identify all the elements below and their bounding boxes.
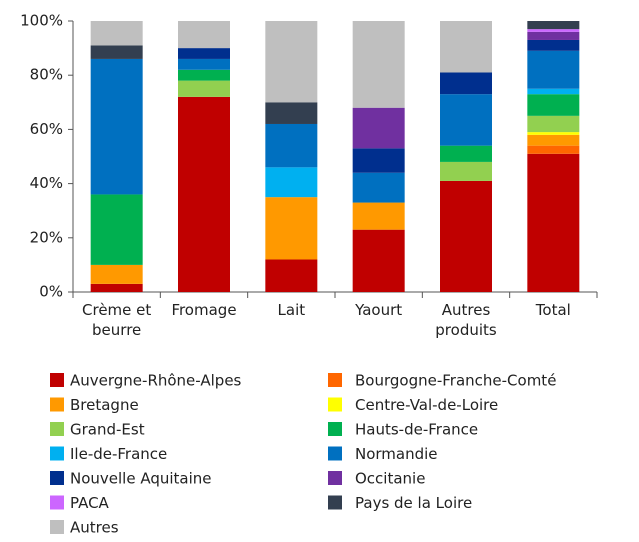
legend-swatch: [328, 373, 342, 387]
legend-label: Pays de la Loire: [355, 494, 472, 512]
bar-segment: [178, 48, 230, 59]
x-tick-label-box: Crème et beurre: [82, 301, 152, 339]
x-tick-label-box: Yaourt: [355, 301, 403, 319]
bar-segment: [527, 31, 580, 40]
bar-segment: [352, 21, 405, 108]
bar-segment: [265, 167, 318, 198]
bar-segment: [265, 197, 318, 260]
bar-segment: [178, 96, 230, 292]
bar-segment: [178, 58, 230, 70]
y-tick-label: 40%: [30, 174, 63, 192]
x-tick-label: Autres produits: [435, 301, 497, 339]
legend-label: Centre-Val-de-Loire: [355, 396, 498, 414]
bar-segment: [527, 134, 580, 146]
x-tick-label: Total: [535, 301, 571, 319]
bar-segment: [527, 153, 580, 292]
bar-segment: [527, 115, 580, 133]
bar-segment: [352, 107, 405, 149]
bar-segment: [352, 202, 405, 230]
y-tick-label: 0%: [39, 283, 63, 301]
x-tick-label: Crème et beurre: [82, 301, 152, 339]
bar-segment: [527, 21, 580, 30]
bar-segment: [527, 88, 580, 95]
bar-segment: [440, 180, 492, 292]
bar-segment: [527, 50, 580, 89]
bar-segment: [352, 172, 405, 203]
legend-swatch: [328, 422, 342, 436]
y-tick-label: 60%: [30, 120, 63, 138]
legend-label: PACA: [70, 494, 110, 512]
y-tick-label: 80%: [30, 66, 63, 84]
legend-swatch: [328, 446, 342, 461]
x-tick-label-box: Lait: [277, 301, 306, 319]
bar-segment: [265, 259, 318, 292]
legend-swatch: [328, 397, 342, 412]
bar-segment: [265, 21, 318, 103]
bar-segment: [90, 21, 143, 46]
x-tick-label: Yaourt: [355, 301, 403, 319]
bar-segment: [178, 21, 230, 49]
legend-swatch: [50, 422, 64, 436]
legend-label: Occitanie: [355, 470, 425, 488]
legend-label: Bourgogne-Franche-Comté: [355, 372, 556, 390]
bar-segment: [90, 264, 143, 284]
bar-segment: [178, 69, 230, 81]
bar-segment: [440, 21, 492, 73]
legend-label: Grand-Est: [70, 421, 145, 439]
bar-segment: [90, 194, 143, 265]
legend-swatch: [50, 471, 64, 485]
legend-label: Normandie: [355, 445, 438, 463]
y-tick-label: 20%: [30, 228, 63, 246]
bar-segment: [527, 145, 580, 154]
bar-segment: [527, 39, 580, 51]
x-tick-label-box: Total: [535, 301, 571, 319]
legend-label: Autres: [70, 519, 119, 537]
y-tick-label: 100%: [20, 12, 63, 30]
legend-swatch: [50, 495, 64, 510]
bar-segment: [178, 80, 230, 97]
legend-swatch: [328, 495, 342, 510]
bar-segment: [352, 229, 405, 292]
x-tick-label-box: Fromage: [171, 301, 237, 319]
bar-segment: [527, 132, 580, 135]
bar-segment: [265, 123, 318, 168]
legend-swatch: [50, 446, 64, 461]
bar-segment: [440, 72, 492, 95]
legend-label: Hauts-de-France: [355, 421, 478, 439]
legend-label: Bretagne: [70, 396, 139, 414]
bar-segment: [90, 283, 143, 292]
bar-segment: [527, 94, 580, 116]
bar-segment: [90, 58, 143, 195]
x-tick-label: Lait: [277, 301, 306, 319]
legend-label: Auvergne-Rhône-Alpes: [70, 372, 242, 390]
bar-segment: [440, 161, 492, 181]
legend-swatch: [328, 471, 342, 485]
bar-segment: [90, 45, 143, 59]
legend-label: Nouvelle Aquitaine: [70, 470, 212, 488]
x-tick-label: Fromage: [171, 301, 237, 319]
legend-label: Ile-de-France: [70, 445, 167, 463]
bar-segment: [440, 94, 492, 146]
x-tick-label-box: Autres produits: [435, 301, 497, 339]
legend-swatch: [50, 373, 64, 387]
legend-swatch: [50, 397, 64, 412]
bar-segment: [265, 102, 318, 124]
bar-segment: [352, 148, 405, 173]
bar-segment: [527, 29, 580, 32]
legend-swatch: [50, 520, 64, 534]
bar-segment: [440, 145, 492, 162]
